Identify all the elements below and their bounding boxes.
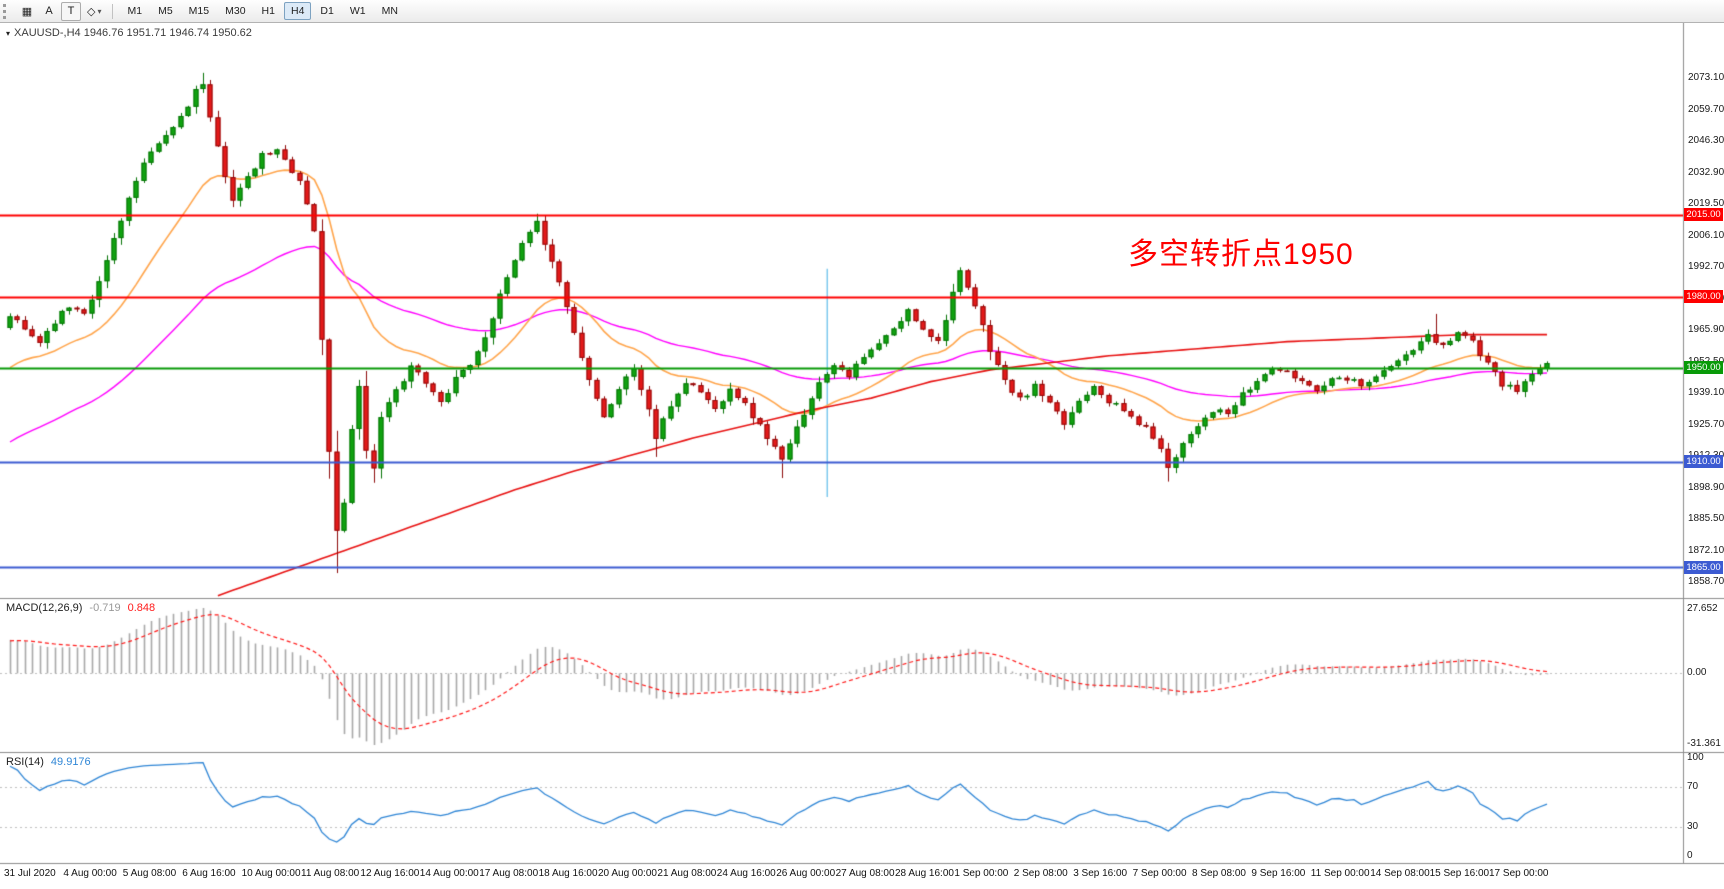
time-axis-label: 10 Aug 00:00	[241, 868, 301, 879]
time-axis-label: 14 Sep 08:00	[1370, 868, 1430, 879]
macd-scale-max: 27.652	[1687, 603, 1718, 614]
timeframe-button-m15[interactable]: M15	[182, 2, 216, 20]
time-axis-label: 15 Sep 16:00	[1429, 868, 1490, 879]
toolbar-separator	[112, 3, 114, 19]
macd-scale-min: -31.361	[1687, 738, 1721, 749]
timeframe-button-m30[interactable]: M30	[218, 2, 252, 20]
timeframe-group: M1 M5 M15 M30 H1 H4 D1 W1 MN	[119, 2, 405, 20]
price-scale-label: 2073.10	[1688, 72, 1724, 84]
rsi-indicator-label: RSI(14) 49.9176	[6, 756, 91, 768]
time-axis-label: 1 Sep 00:00	[954, 868, 1009, 879]
price-line-tag-2015.00[interactable]: 2015.00	[1684, 208, 1723, 222]
timeframe-button-w1[interactable]: W1	[343, 2, 373, 20]
chart-canvas[interactable]	[0, 23, 1724, 889]
text-annotation[interactable]: 多空转折点1950	[1128, 238, 1354, 271]
time-axis-label: 5 Aug 08:00	[122, 868, 177, 879]
rsi-name: RSI(14)	[6, 756, 44, 768]
rsi-scale-label: 100	[1687, 752, 1704, 763]
toolbar: ▦ A T ◇ ▾ M1 M5 M15 M30 H1 H4 D1 W1 MN	[0, 0, 1724, 23]
timeframe-button-h1[interactable]: H1	[255, 2, 282, 20]
time-axis-label: 20 Aug 00:00	[598, 868, 657, 879]
time-axis-label: 26 Aug 00:00	[776, 868, 836, 879]
price-scale-label: 2032.90	[1688, 166, 1724, 178]
price-line-tag-1910.00[interactable]: 1910.00	[1684, 455, 1723, 469]
grid-icon: ▦	[21, 5, 33, 18]
price-scale-label: 2006.10	[1688, 229, 1724, 241]
time-axis-label: 11 Aug 08:00	[301, 868, 360, 879]
price-scale-label: 1965.90	[1688, 324, 1724, 336]
chart-ohlc-values: 1946.76 1951.71 1946.74 1950.62	[83, 27, 252, 39]
price-scale-label: 1939.10	[1688, 387, 1724, 399]
price-scale-label: 1872.10	[1688, 544, 1724, 556]
price-scale-label: 1885.50	[1688, 513, 1724, 525]
price-scale-label: 2059.70	[1688, 103, 1724, 115]
time-axis-label: 17 Aug 08:00	[479, 868, 539, 879]
time-axis-label: 17 Sep 00:00	[1489, 868, 1549, 879]
cursor-a-icon: A	[45, 5, 53, 17]
price-scale-label: 2046.30	[1688, 135, 1724, 147]
rsi-scale-label: 70	[1687, 781, 1699, 793]
symbol-dropdown-icon[interactable]: ▾	[6, 29, 11, 38]
rsi-scale-label: 30	[1687, 820, 1699, 832]
chart-symbol-period: XAUUSD-,H4	[14, 27, 81, 39]
macd-scale-zero: 0.00	[1687, 667, 1707, 679]
timeframe-button-m1[interactable]: M1	[120, 2, 149, 20]
time-axis-label: 7 Sep 00:00	[1132, 868, 1187, 879]
shapes-tool-button[interactable]: ◇ ▾	[83, 2, 105, 21]
rsi-value: 49.9176	[50, 756, 91, 768]
price-scale-label: 1858.70	[1688, 576, 1724, 588]
time-axis-label: 8 Sep 08:00	[1192, 868, 1246, 879]
time-axis-label: 27 Aug 08:00	[835, 868, 895, 879]
orders-grid-button[interactable]: ▦	[17, 2, 37, 21]
price-line-tag-1980.00[interactable]: 1980.00	[1684, 290, 1723, 304]
arrow-tool-button[interactable]: A	[39, 2, 59, 21]
time-axis-label: 18 Aug 16:00	[538, 868, 598, 879]
text-tool-icon: T	[67, 5, 75, 17]
time-axis-label: 6 Aug 16:00	[182, 868, 236, 879]
macd-signal-value: 0.848	[127, 602, 156, 614]
time-axis-label: 14 Aug 00:00	[419, 868, 479, 879]
timeframe-button-h4[interactable]: H4	[283, 2, 312, 20]
time-axis-label: 3 Sep 16:00	[1073, 868, 1128, 879]
chart-title: ▾ XAUUSD-,H4 1946.76 1951.71 1946.74 1950…	[6, 27, 252, 39]
price-scale-label: 1992.70	[1688, 261, 1724, 273]
chevron-down-icon: ▾	[97, 6, 102, 16]
price-scale-label: 2019.50	[1688, 198, 1724, 210]
timeframe-button-m5[interactable]: M5	[151, 2, 180, 20]
time-axis-label: 21 Aug 08:00	[657, 868, 717, 879]
text-tool-button[interactable]: T	[61, 1, 81, 21]
chart-area: ▾ XAUUSD-,H4 1946.76 1951.71 1946.74 1950…	[0, 23, 1724, 889]
shapes-icon: ◇	[87, 5, 96, 18]
timeframe-button-mn[interactable]: MN	[375, 2, 405, 20]
time-axis-label: 31 Jul 2020	[4, 868, 56, 879]
price-scale-label: 1925.70	[1688, 418, 1724, 430]
time-axis-label: 4 Aug 00:00	[63, 868, 117, 879]
time-axis-label: 2 Sep 08:00	[1013, 868, 1068, 879]
time-axis-label: 12 Aug 16:00	[360, 868, 420, 879]
macd-histogram-value: -0.719	[89, 602, 121, 614]
macd-indicator-label: MACD(12,26,9) -0.719 0.848	[6, 602, 155, 614]
price-line-tag-1865.00[interactable]: 1865.00	[1684, 560, 1723, 574]
macd-name: MACD(12,26,9)	[6, 602, 83, 614]
time-axis-label: 28 Aug 16:00	[895, 868, 954, 879]
price-line-tag-1950.00[interactable]: 1950.00	[1684, 361, 1723, 375]
price-scale-label: 1898.90	[1688, 481, 1724, 493]
time-axis-label: 11 Sep 00:00	[1310, 868, 1370, 879]
time-axis-label: 24 Aug 16:00	[716, 868, 776, 879]
toolbar-drag-handle[interactable]	[3, 3, 11, 19]
rsi-scale-label: 0	[1687, 850, 1693, 861]
timeframe-button-d1[interactable]: D1	[313, 2, 340, 20]
time-axis-label: 9 Sep 16:00	[1251, 868, 1306, 879]
